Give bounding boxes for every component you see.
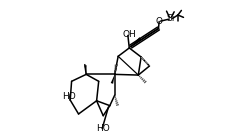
Polygon shape: [84, 65, 86, 74]
Polygon shape: [129, 37, 141, 48]
Text: Si: Si: [166, 14, 174, 23]
Text: HO: HO: [62, 92, 75, 101]
Text: OH: OH: [121, 30, 135, 39]
Polygon shape: [110, 74, 114, 84]
Text: O: O: [155, 17, 162, 26]
Text: HO: HO: [96, 124, 110, 133]
